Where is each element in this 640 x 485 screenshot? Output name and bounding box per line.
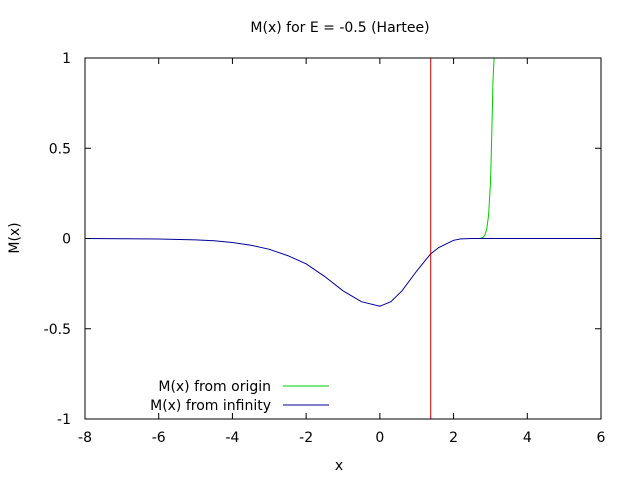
legend-label-1: M(x) from origin bbox=[158, 379, 271, 395]
ticks-layer: -8 -6 -4 -2 0 2 4 6 -1 -0.5 0 0.5 1 bbox=[44, 51, 606, 446]
plot-layer bbox=[85, 58, 601, 419]
x-axis-label: x bbox=[335, 458, 343, 474]
x-tick-label: -8 bbox=[78, 430, 92, 446]
x-tick-label: 4 bbox=[523, 430, 532, 446]
series-line-1 bbox=[475, 58, 495, 239]
y-tick-label: 0 bbox=[62, 232, 71, 248]
y-tick-label: -0.5 bbox=[44, 322, 71, 338]
series-line-2 bbox=[85, 238, 601, 307]
x-tick-label: -2 bbox=[299, 430, 313, 446]
x-tick-label: -4 bbox=[225, 430, 239, 446]
chart-title: M(x) for E = -0.5 (Hartee) bbox=[250, 20, 429, 36]
x-tick-label: 0 bbox=[375, 430, 384, 446]
legend-label-2: M(x) from infinity bbox=[150, 398, 271, 414]
x-tick-label: 6 bbox=[597, 430, 606, 446]
y-tick-label: 0.5 bbox=[49, 141, 71, 157]
x-tick-label: 2 bbox=[449, 430, 458, 446]
y-axis-label: M(x) bbox=[7, 222, 23, 253]
y-tick-label: 1 bbox=[62, 51, 71, 67]
legend: M(x) from origin M(x) from infinity bbox=[150, 379, 329, 414]
x-tick-label: -6 bbox=[152, 430, 166, 446]
y-tick-label: -1 bbox=[57, 412, 71, 428]
